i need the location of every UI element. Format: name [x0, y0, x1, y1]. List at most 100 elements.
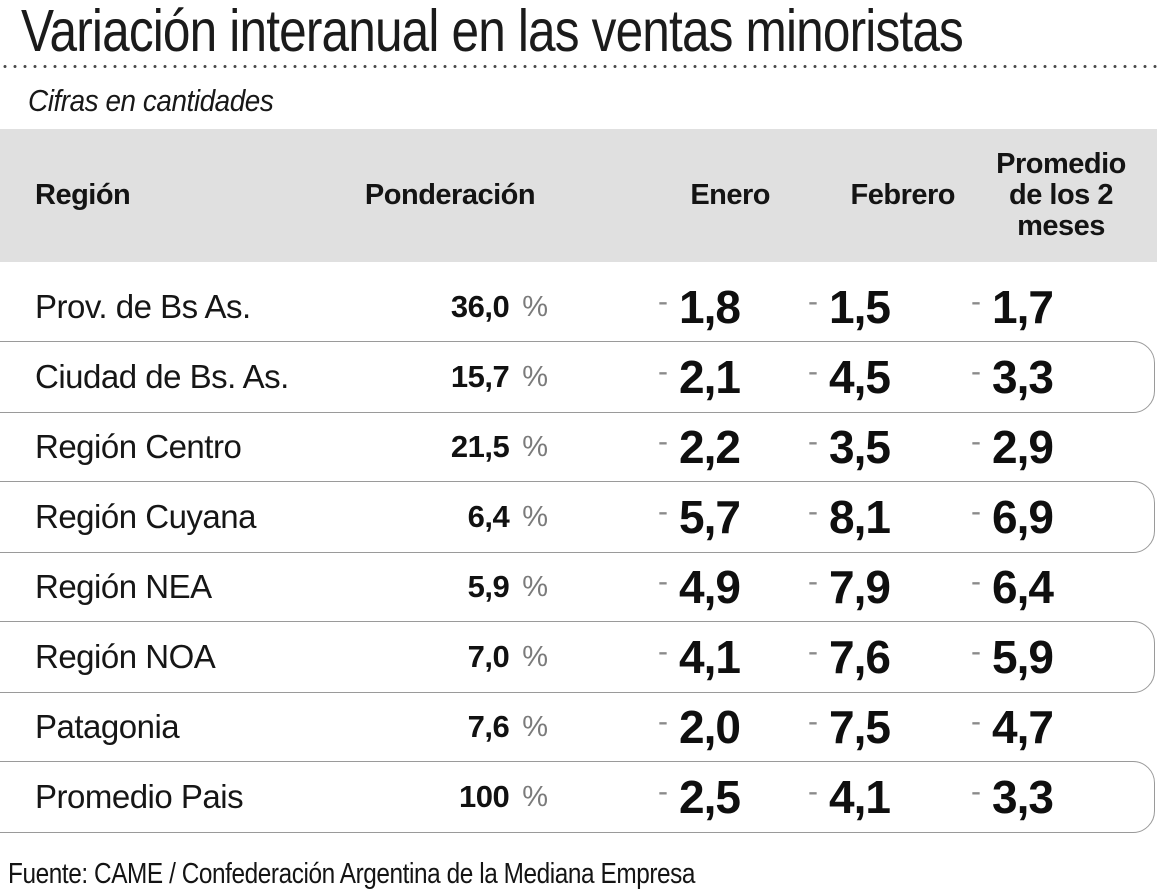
- percent-sign: %: [522, 570, 548, 603]
- ponderacion-cell: 21,5 %: [345, 429, 555, 465]
- region-name: Patagonia: [35, 708, 180, 745]
- promedio-value: 6,9: [992, 491, 1054, 543]
- minus-sign: -: [808, 285, 819, 318]
- promedio-value: 6,4: [992, 561, 1054, 613]
- minus-sign: -: [971, 565, 982, 598]
- ponderacion-cell: 7,6 %: [345, 709, 555, 745]
- minus-sign: -: [808, 705, 819, 738]
- promedio-cell: - 5,9: [955, 630, 1145, 684]
- table-row: Promedio Pais 100 % - 2,5 - 4,1 - 3,3: [0, 761, 1163, 833]
- table-row: Región Centro 21,5 % - 2,2 - 3,5 - 2,9: [0, 412, 1163, 482]
- percent-sign: %: [522, 710, 548, 743]
- minus-sign: -: [808, 425, 819, 458]
- febrero-cell: - 8,1: [770, 490, 955, 544]
- promedio-value: 5,9: [992, 631, 1054, 683]
- minus-sign: -: [971, 425, 982, 458]
- enero-cell: - 4,1: [555, 630, 770, 684]
- enero-cell: - 2,1: [555, 350, 770, 404]
- enero-cell: - 2,2: [555, 420, 770, 474]
- enero-value: 1,8: [679, 281, 741, 333]
- minus-sign: -: [971, 705, 982, 738]
- enero-cell: - 1,8: [555, 280, 770, 334]
- page-title: Variación interanual en las ventas minor…: [21, 0, 964, 64]
- region-name: Región Centro: [35, 428, 242, 465]
- col-header-region: Región: [35, 179, 131, 211]
- promedio-value: 2,9: [992, 421, 1054, 473]
- enero-value: 2,0: [679, 701, 741, 753]
- enero-cell: - 5,7: [555, 490, 770, 544]
- percent-sign: %: [522, 430, 548, 463]
- minus-sign: -: [658, 495, 669, 528]
- table-row: Región Cuyana 6,4 % - 5,7 - 8,1 - 6,9: [0, 481, 1163, 553]
- percent-sign: %: [522, 360, 548, 393]
- table-header: Región Ponderación Enero Febrero Promedi…: [0, 129, 1157, 262]
- ponderacion-cell: 7,0 %: [345, 639, 555, 675]
- region-name: Ciudad de Bs. As.: [35, 358, 289, 395]
- minus-sign: -: [658, 425, 669, 458]
- promedio-cell: - 2,9: [955, 420, 1145, 474]
- col-header-febrero: Febrero: [850, 179, 956, 211]
- ponderacion-value: 7,0: [467, 639, 510, 674]
- febrero-cell: - 7,9: [770, 560, 955, 614]
- ponderacion-cell: 100 %: [345, 779, 555, 815]
- enero-value: 5,7: [679, 491, 741, 543]
- percent-sign: %: [522, 290, 548, 323]
- col-header-enero: Enero: [690, 179, 770, 211]
- minus-sign: -: [808, 775, 819, 808]
- region-name: Región NOA: [35, 638, 216, 675]
- minus-sign: -: [971, 775, 982, 808]
- ponderacion-value: 15,7: [450, 359, 510, 394]
- minus-sign: -: [971, 495, 982, 528]
- promedio-cell: - 4,7: [955, 700, 1145, 754]
- minus-sign: -: [808, 565, 819, 598]
- ponderacion-value: 7,6: [467, 709, 510, 744]
- febrero-value: 7,5: [829, 701, 891, 753]
- region-name: Promedio Pais: [35, 778, 244, 815]
- febrero-value: 4,5: [829, 351, 891, 403]
- minus-sign: -: [808, 635, 819, 668]
- febrero-cell: - 7,6: [770, 630, 955, 684]
- ponderacion-value: 100: [458, 779, 510, 814]
- febrero-value: 3,5: [829, 421, 891, 473]
- promedio-cell: - 6,9: [955, 490, 1145, 544]
- minus-sign: -: [658, 705, 669, 738]
- promedio-value: 1,7: [992, 281, 1054, 333]
- febrero-value: 7,9: [829, 561, 891, 613]
- enero-value: 4,9: [679, 561, 741, 613]
- region-name: Región Cuyana: [35, 498, 257, 535]
- febrero-cell: - 3,5: [770, 420, 955, 474]
- minus-sign: -: [808, 495, 819, 528]
- ponderacion-value: 21,5: [450, 429, 510, 464]
- percent-sign: %: [522, 500, 548, 533]
- ponderacion-value: 6,4: [467, 499, 510, 534]
- ponderacion-cell: 36,0 %: [345, 289, 555, 325]
- febrero-cell: - 1,5: [770, 280, 955, 334]
- minus-sign: -: [971, 285, 982, 318]
- table-body: Prov. de Bs As. 36,0 % - 1,8 - 1,5 - 1,7…: [0, 262, 1163, 833]
- table-row: Patagonia 7,6 % - 2,0 - 7,5 - 4,7: [0, 692, 1163, 762]
- region-name: Prov. de Bs As.: [35, 288, 251, 325]
- ponderacion-value: 5,9: [467, 569, 510, 604]
- table-row: Prov. de Bs As. 36,0 % - 1,8 - 1,5 - 1,7: [0, 272, 1163, 342]
- ponderacion-cell: 6,4 %: [345, 499, 555, 535]
- febrero-cell: - 4,1: [770, 770, 955, 824]
- minus-sign: -: [658, 775, 669, 808]
- promedio-cell: - 3,3: [955, 770, 1145, 824]
- table-row: Región NOA 7,0 % - 4,1 - 7,6 - 5,9: [0, 621, 1163, 693]
- febrero-cell: - 4,5: [770, 350, 955, 404]
- minus-sign: -: [808, 355, 819, 388]
- febrero-value: 4,1: [829, 771, 891, 823]
- enero-value: 4,1: [679, 631, 741, 683]
- enero-value: 2,1: [679, 351, 741, 403]
- col-header-ponderacion: Ponderación: [364, 179, 536, 211]
- febrero-value: 7,6: [829, 631, 891, 683]
- table-row: Ciudad de Bs. As. 15,7 % - 2,1 - 4,5 - 3…: [0, 341, 1163, 413]
- subtitle: Cifras en cantidades: [28, 83, 274, 118]
- ponderacion-cell: 5,9 %: [345, 569, 555, 605]
- minus-sign: -: [658, 635, 669, 668]
- enero-value: 2,2: [679, 421, 741, 473]
- ponderacion-cell: 15,7 %: [345, 359, 555, 395]
- febrero-value: 1,5: [829, 281, 891, 333]
- promedio-value: 3,3: [992, 351, 1054, 403]
